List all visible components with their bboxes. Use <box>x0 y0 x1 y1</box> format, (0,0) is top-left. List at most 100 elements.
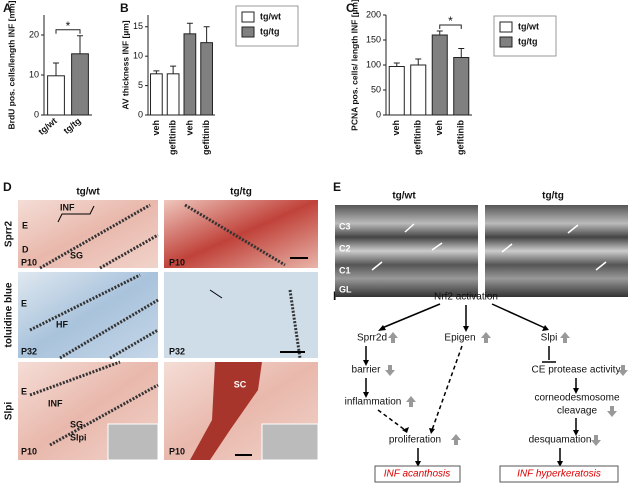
y-tick-label: 0 <box>138 109 143 119</box>
error-bar <box>153 70 160 74</box>
significance-label: * <box>66 19 71 33</box>
image-label: P10 <box>21 446 37 456</box>
y-tick-label: 5 <box>138 80 143 90</box>
image-label: INF <box>48 398 63 408</box>
error-bar <box>186 22 193 34</box>
outcome-label: INF hyperkeratosis <box>517 469 601 480</box>
y-tick-label: 10 <box>29 69 39 79</box>
node-label: Nrf2 activation <box>434 292 498 303</box>
image-label: P10 <box>169 257 185 267</box>
y-tick-label: 0 <box>34 109 39 119</box>
image-label: SG <box>70 419 83 429</box>
image-label: P32 <box>169 346 185 356</box>
x-tick-label: gefitinib <box>413 120 423 155</box>
image-label: Slpi <box>70 432 87 442</box>
bar <box>200 42 213 116</box>
image-label: SG <box>70 250 83 260</box>
outcome-box <box>499 465 619 483</box>
error-bar <box>458 48 465 58</box>
bar <box>47 75 65 116</box>
bar <box>388 66 405 116</box>
legend-swatch <box>241 11 255 23</box>
error-bar <box>436 30 443 35</box>
micrograph <box>485 205 628 297</box>
outcome-box <box>374 465 461 483</box>
column-header: tg/wt <box>392 191 416 202</box>
legend-label: tg/tg <box>260 26 280 36</box>
column-header: tg/tg <box>230 187 252 198</box>
x-tick-label: gefitinib <box>456 120 466 155</box>
y-tick-label: 10 <box>133 51 143 61</box>
x-tick-label: gefitinib <box>201 120 211 155</box>
bar <box>166 73 180 116</box>
image-label: HF <box>56 319 68 329</box>
image-label: P10 <box>21 257 37 267</box>
legend-swatch <box>241 26 255 38</box>
legend-label: tg/wt <box>518 21 539 31</box>
bar <box>410 64 427 116</box>
image-label: C2 <box>339 243 351 253</box>
bar <box>150 73 163 116</box>
y-tick-label: 100 <box>366 59 381 69</box>
legend-box <box>235 5 299 47</box>
significance-label: * <box>448 14 453 28</box>
down-arrow <box>607 406 617 417</box>
node-label: Epigen <box>444 333 475 344</box>
legend-swatch <box>499 36 513 48</box>
image-label: P10 <box>169 446 185 456</box>
x-tick-label: veh <box>391 120 401 136</box>
panel-letter: D <box>3 180 12 194</box>
down-arrow <box>618 365 628 376</box>
node-label: corneodesmosome <box>534 393 619 404</box>
micrograph <box>18 272 158 358</box>
column-header: tg/tg <box>542 191 564 202</box>
x-tick-label: veh <box>151 120 161 136</box>
x-tick-label: veh <box>434 120 444 136</box>
image-label: E <box>22 220 28 230</box>
legend-swatch <box>499 21 513 33</box>
bar <box>71 53 89 116</box>
up-arrow <box>406 396 416 407</box>
y-tick-label: 150 <box>366 34 381 44</box>
node-label: Sprr2d <box>357 333 387 344</box>
x-tick-label: tg/wt <box>36 116 59 137</box>
stain-region <box>190 362 262 460</box>
legend-label: tg/wt <box>260 11 281 21</box>
y-tick-label: 50 <box>371 84 381 94</box>
image-label: C1 <box>339 265 351 275</box>
micrograph <box>18 200 158 268</box>
panel-letter: E <box>333 180 341 194</box>
outcome-label: INF acanthosis <box>384 469 451 480</box>
error-bar <box>170 65 177 74</box>
x-tick-label: tg/tg <box>61 116 82 136</box>
bar <box>453 57 470 116</box>
bar <box>183 33 197 116</box>
image-label: P32 <box>21 346 37 356</box>
significance-bracket <box>439 24 462 29</box>
image-label: INF <box>60 202 75 212</box>
micrograph <box>335 205 478 297</box>
y-axis-label: AV thickness INF [µm] <box>120 20 130 109</box>
panel-letter: C <box>346 1 355 15</box>
down-arrow <box>591 435 601 446</box>
row-header: Slpi <box>4 402 15 421</box>
inset <box>107 423 159 461</box>
up-arrow <box>451 434 461 445</box>
node-label: inflammation <box>345 397 402 408</box>
panel-letter: A <box>3 1 12 15</box>
error-bar <box>415 58 422 65</box>
node-label: proliferation <box>389 435 441 446</box>
image-label: E <box>21 298 27 308</box>
image-label: D <box>22 244 29 254</box>
error-bar <box>393 62 400 67</box>
column-header: tg/wt <box>76 187 100 198</box>
image-label: E <box>21 386 27 396</box>
micrographs <box>18 200 319 461</box>
y-tick-label: 15 <box>133 21 143 31</box>
row-header: toluidine blue <box>4 282 15 347</box>
node-label: desquamation <box>529 435 592 446</box>
legend-label: tg/tg <box>518 36 538 46</box>
y-axis-label: PCNA pos. cells/ length INF [µm] <box>349 0 359 131</box>
y-tick-label: 0 <box>376 109 381 119</box>
node-label: barrier <box>352 365 382 376</box>
